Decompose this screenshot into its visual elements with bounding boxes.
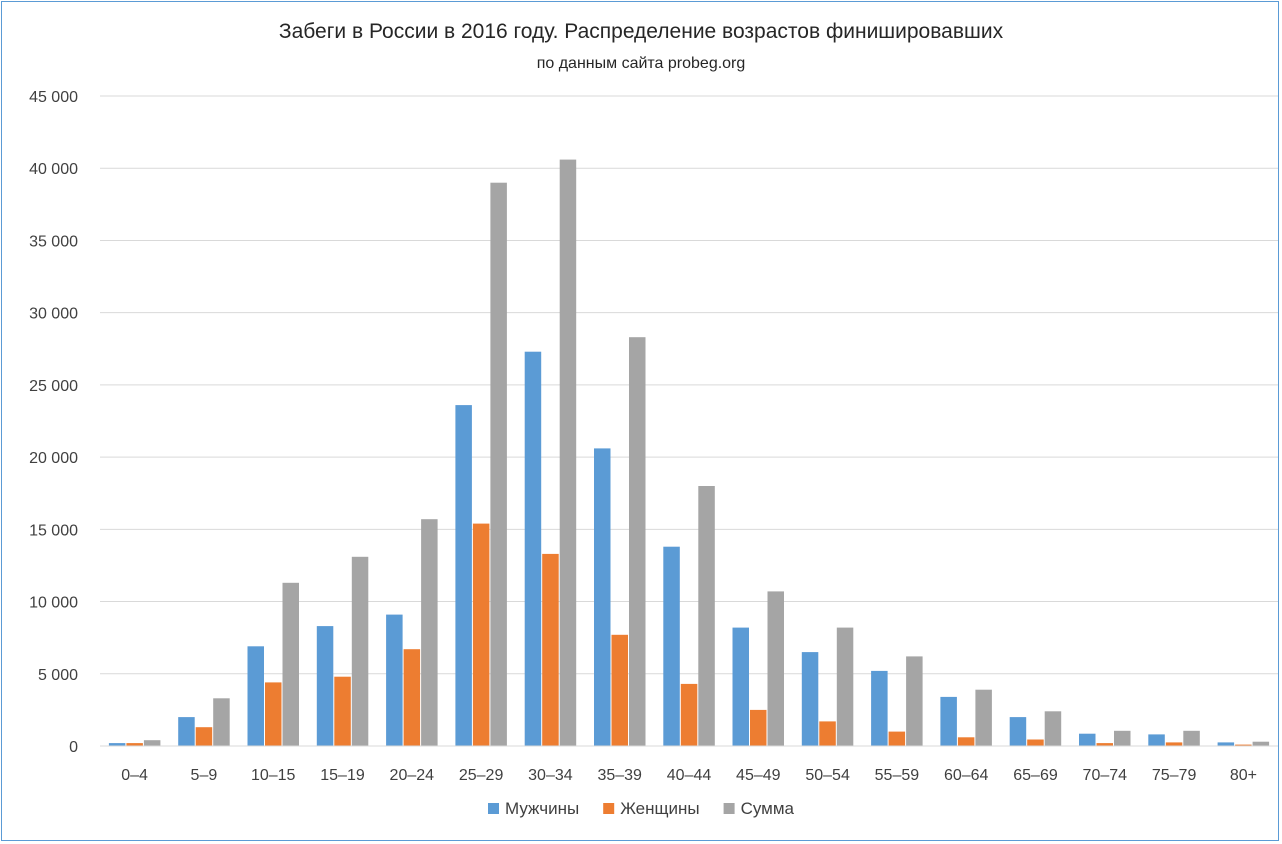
y-tick-label: 30 000 xyxy=(29,306,78,323)
x-tick-label: 20–24 xyxy=(390,767,435,784)
y-tick-label: 10 000 xyxy=(29,595,78,612)
x-tick-label: 65–69 xyxy=(1013,767,1058,784)
legend-label: Сумма xyxy=(741,799,795,818)
bar-women xyxy=(403,649,421,746)
bar-men xyxy=(1217,742,1235,746)
bars xyxy=(108,159,1270,747)
bar-women xyxy=(888,731,906,746)
bar-women xyxy=(680,683,698,746)
x-tick-label: 75–79 xyxy=(1152,767,1197,784)
y-tick-label: 5 000 xyxy=(38,667,78,684)
y-tick-label: 45 000 xyxy=(29,89,78,106)
bar-women xyxy=(472,523,490,746)
y-axis-ticks: 0 5 000 10 000 15 000 20 000 25 000 30 000 35 0… xyxy=(29,89,78,756)
bar-men xyxy=(178,717,195,746)
bar-total xyxy=(1183,730,1200,746)
y-tick-label: 35 000 xyxy=(29,233,78,250)
bar-total xyxy=(143,740,161,746)
bar-total xyxy=(1044,711,1062,746)
x-tick-label: 35–39 xyxy=(597,767,642,784)
bar-men xyxy=(871,670,888,746)
x-tick-label: 5–9 xyxy=(191,767,218,784)
bar-men xyxy=(108,743,126,746)
y-tick-label: 15 000 xyxy=(29,522,78,539)
bar-women xyxy=(542,553,559,746)
bar-women xyxy=(819,721,836,746)
legend-swatch xyxy=(723,803,735,814)
x-tick-label: 25–29 xyxy=(459,767,504,784)
legend-item: Женщины xyxy=(603,799,700,818)
y-tick-label: 25 000 xyxy=(29,378,78,395)
y-tick-label: 0 xyxy=(69,739,78,756)
bar-total xyxy=(629,337,646,746)
legend-item: Мужчины xyxy=(488,799,579,818)
x-axis-ticks: 0–4 5–9 10–15 15–19 20–24 25–29 30–34 35–39 40–4… xyxy=(121,767,1257,784)
y-tick-label: 40 000 xyxy=(29,161,78,178)
bar-women xyxy=(126,743,143,746)
bar-total xyxy=(559,159,577,747)
bar-women xyxy=(1096,743,1113,746)
bar-men xyxy=(386,614,403,746)
legend: Мужчины Женщины Сумма xyxy=(488,799,795,818)
bar-men xyxy=(455,405,472,746)
y-tick-label: 20 000 xyxy=(29,450,78,467)
legend-swatch xyxy=(488,803,499,814)
legend-label: Женщины xyxy=(620,799,699,818)
legend-item: Сумма xyxy=(723,799,795,818)
x-tick-label: 60–64 xyxy=(944,767,989,784)
x-tick-label: 50–54 xyxy=(805,767,850,784)
bar-men xyxy=(732,627,749,746)
bar-men xyxy=(247,646,264,746)
bar-women xyxy=(957,737,975,746)
bar-women xyxy=(1165,742,1183,746)
bar-women xyxy=(1235,744,1252,746)
bar-women xyxy=(265,682,282,746)
bar-total xyxy=(698,486,715,746)
bar-women xyxy=(1027,739,1044,746)
chart-subtitle: по данным сайта probeg.org xyxy=(537,55,746,72)
chart-title: Забеги в России в 2016 году. Распределен… xyxy=(279,20,1004,43)
bar-men xyxy=(663,546,680,746)
bar-total xyxy=(906,656,923,746)
x-tick-label: 70–74 xyxy=(1083,767,1128,784)
x-tick-label: 40–44 xyxy=(667,767,712,784)
legend-swatch xyxy=(603,803,615,814)
legend-label: Мужчины xyxy=(505,799,579,818)
bar-total xyxy=(421,519,438,746)
x-tick-label: 45–49 xyxy=(736,767,781,784)
x-tick-label: 10–15 xyxy=(251,767,296,784)
bar-total xyxy=(490,182,507,746)
bar-men xyxy=(1009,717,1027,746)
bar-women xyxy=(750,709,767,746)
bar-women xyxy=(611,634,628,746)
bar-men xyxy=(594,448,611,746)
bar-women xyxy=(195,727,213,746)
x-tick-label: 80+ xyxy=(1230,767,1257,784)
bar-total xyxy=(1252,741,1270,746)
bar-total xyxy=(767,591,784,746)
bar-men xyxy=(1079,733,1096,746)
bar-men xyxy=(801,652,819,746)
bar-total xyxy=(1114,730,1131,746)
x-tick-label: 30–34 xyxy=(528,767,573,784)
bar-total xyxy=(975,689,992,746)
bar-total xyxy=(213,698,230,746)
bar-men xyxy=(524,351,542,746)
bar-total xyxy=(351,556,369,746)
bar-total xyxy=(282,582,299,746)
bar-men xyxy=(316,626,334,746)
bar-men xyxy=(940,696,957,746)
bar-men xyxy=(1148,734,1165,746)
bar-women xyxy=(334,676,351,746)
x-tick-label: 15–19 xyxy=(320,767,365,784)
x-tick-label: 55–59 xyxy=(875,767,920,784)
bar-total xyxy=(836,627,854,746)
x-tick-label: 0–4 xyxy=(121,767,148,784)
gridlines xyxy=(100,95,1278,675)
